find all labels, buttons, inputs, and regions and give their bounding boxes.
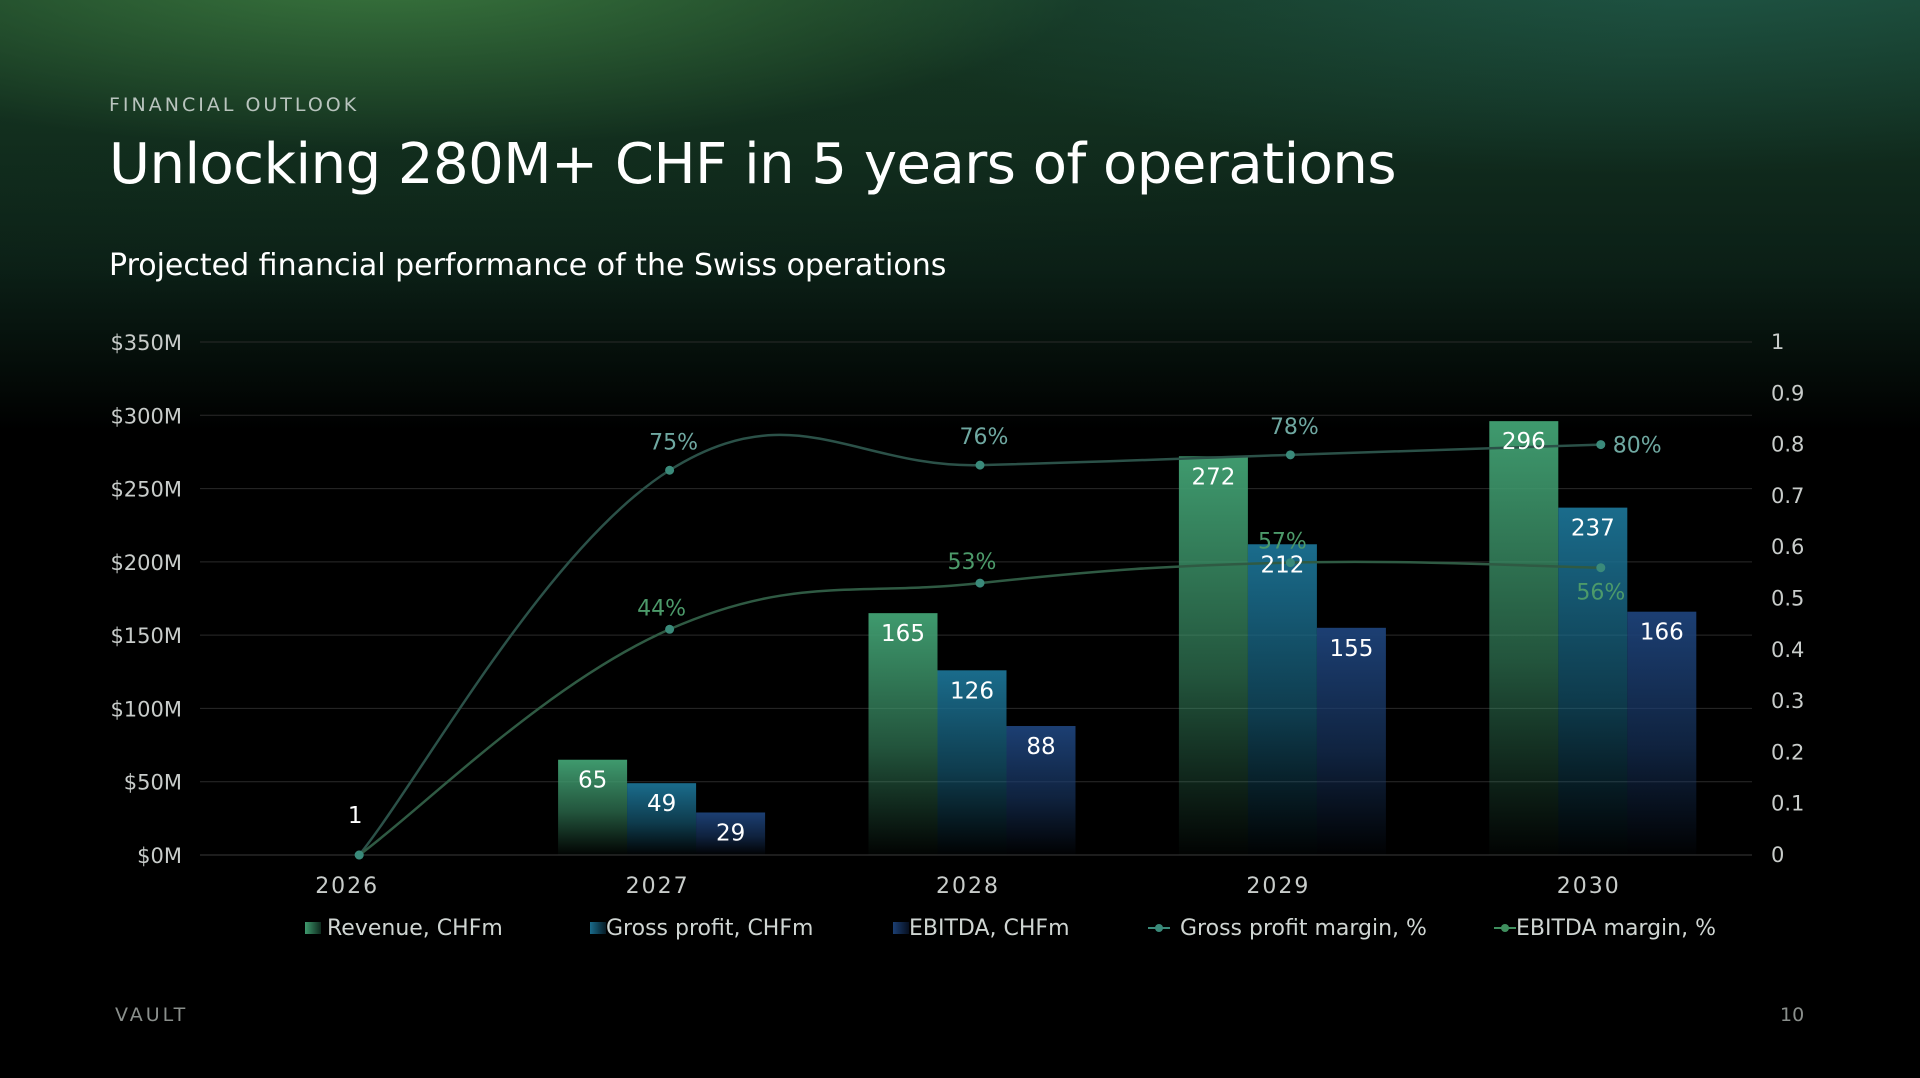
legend-revenue-label: Revenue, CHFm: [327, 915, 503, 941]
legend-gross-profit: Gross profit, CHFm: [590, 910, 813, 946]
data-label-ebitda-margin: 57%: [1258, 530, 1307, 555]
data-label-gross-margin: 76%: [960, 425, 1009, 450]
line-gross-margin: [358, 433, 1601, 856]
page-number: 10: [1780, 1004, 1805, 1026]
marker-ebitda-margin: [1596, 563, 1606, 573]
x-tick-label: 2026: [315, 874, 379, 899]
data-label-revenue: 165: [881, 621, 925, 647]
data-label-ebitda: 166: [1640, 620, 1684, 646]
legend-gross-profit-label: Gross profit, CHFm: [606, 915, 814, 941]
y-right-tick-label: 0.3: [1771, 689, 1804, 713]
legend-ebitda-label: EBITDA, CHFm: [909, 915, 1070, 941]
legend-revenue: Revenue, CHFm: [305, 910, 503, 946]
y-right-tick-label: 0.5: [1771, 587, 1804, 611]
data-label-gross-profit: 126: [950, 678, 994, 704]
legend-gross-margin-marker: [1148, 922, 1170, 934]
data-label-gross-margin: 75%: [649, 430, 698, 455]
marker-ebitda-margin: [1285, 558, 1295, 568]
data-label-gross-profit: 212: [1260, 552, 1304, 578]
y-left-tick-label: $250M: [110, 478, 182, 502]
bar-ebitda: [1316, 627, 1386, 855]
y-right-tick-label: 0: [1771, 843, 1784, 867]
legend-gross-profit-swatch: [590, 922, 606, 934]
bar-gross-profit: [627, 783, 697, 855]
y-left-tick-label: $50M: [124, 771, 182, 795]
y-left-tick-label: $200M: [110, 551, 182, 575]
marker-gross-margin: [1285, 450, 1295, 460]
data-label-gross-profit: 49: [647, 791, 676, 817]
legend-ebitda: EBITDA, CHFm: [893, 910, 1070, 946]
marker-gross-margin: [1596, 440, 1606, 450]
page-title: Unlocking 280M+ CHF in 5 years of operat…: [109, 132, 1397, 197]
data-label-ebitda: 155: [1329, 636, 1373, 662]
data-label-ebitda-margin: 44%: [637, 596, 686, 621]
bar-revenue: [558, 759, 628, 855]
marker-gross-margin: [975, 460, 985, 470]
y-right-tick-label: 0.7: [1771, 484, 1804, 508]
bar-revenue: [1178, 456, 1248, 855]
bar-revenue: [1489, 421, 1559, 855]
y-right-tick-label: 0.9: [1771, 381, 1804, 405]
y-right-tick-label: 1: [1771, 330, 1784, 354]
y-right-tick-label: 0.1: [1771, 792, 1804, 816]
y-left-tick-label: $150M: [110, 624, 182, 648]
data-label-revenue: 65: [578, 768, 607, 794]
x-tick-label: 2027: [626, 874, 690, 899]
legend-ebitda-margin-label: EBITDA margin, %: [1516, 915, 1716, 941]
data-label-ebitda-margin: 53%: [948, 550, 997, 575]
data-label-ebitda: 29: [716, 820, 745, 846]
marker-ebitda-margin: [354, 850, 364, 860]
y-right-tick-label: 0.6: [1771, 535, 1804, 559]
x-tick-label: 2029: [1246, 874, 1310, 899]
data-label-ebitda-margin: 56%: [1576, 581, 1625, 606]
y-left-tick-label: $350M: [110, 331, 182, 355]
bar-ebitda: [1627, 611, 1697, 855]
footer-brand: VAULT: [115, 1004, 189, 1026]
bar-gross-profit: [937, 670, 1007, 855]
bar-gross-profit: [1558, 507, 1628, 855]
bar-gross-profit: [1247, 544, 1317, 855]
legend-gross-margin-label: Gross profit margin, %: [1180, 915, 1427, 941]
legend-revenue-swatch: [305, 922, 321, 934]
line-ebitda-margin: [358, 560, 1601, 857]
x-tick-label: 2028: [936, 874, 1000, 899]
y-right-tick-label: 0.4: [1771, 638, 1804, 662]
bar-ebitda: [696, 812, 766, 855]
legend-ebitda-margin: EBITDA margin, %: [1494, 910, 1716, 946]
marker-ebitda-margin: [665, 624, 675, 634]
data-label-gross-margin: 78%: [1270, 415, 1319, 440]
y-right-tick-label: 0.8: [1771, 433, 1804, 457]
data-label-ebitda: 88: [1026, 734, 1055, 760]
section-eyebrow: FINANCIAL OUTLOOK: [109, 94, 360, 116]
y-left-tick-label: $300M: [110, 404, 182, 428]
data-label-revenue: 272: [1191, 464, 1235, 490]
legend-gross-margin: Gross profit margin, %: [1148, 910, 1427, 946]
bar-ebitda: [1006, 726, 1076, 855]
bar-revenue: [868, 613, 938, 855]
chart-subtitle: Projected financial performance of the S…: [109, 248, 947, 283]
data-label-gross-margin: 80%: [1613, 434, 1662, 459]
legend-ebitda-swatch: [893, 922, 909, 934]
y-left-tick-label: $100M: [110, 697, 182, 721]
data-label-revenue: 296: [1502, 429, 1546, 455]
marker-ebitda-margin: [975, 578, 985, 588]
data-label-revenue: 1: [348, 803, 363, 829]
y-right-tick-label: 0.2: [1771, 740, 1804, 764]
legend-ebitda-margin-marker: [1494, 922, 1516, 934]
x-tick-label: 2030: [1557, 874, 1621, 899]
chart-legend: Revenue, CHFm Gross profit, CHFm EBITDA,…: [0, 910, 1920, 946]
marker-gross-margin: [665, 465, 675, 475]
y-left-tick-label: $0M: [137, 844, 182, 868]
data-label-gross-profit: 237: [1571, 516, 1615, 542]
